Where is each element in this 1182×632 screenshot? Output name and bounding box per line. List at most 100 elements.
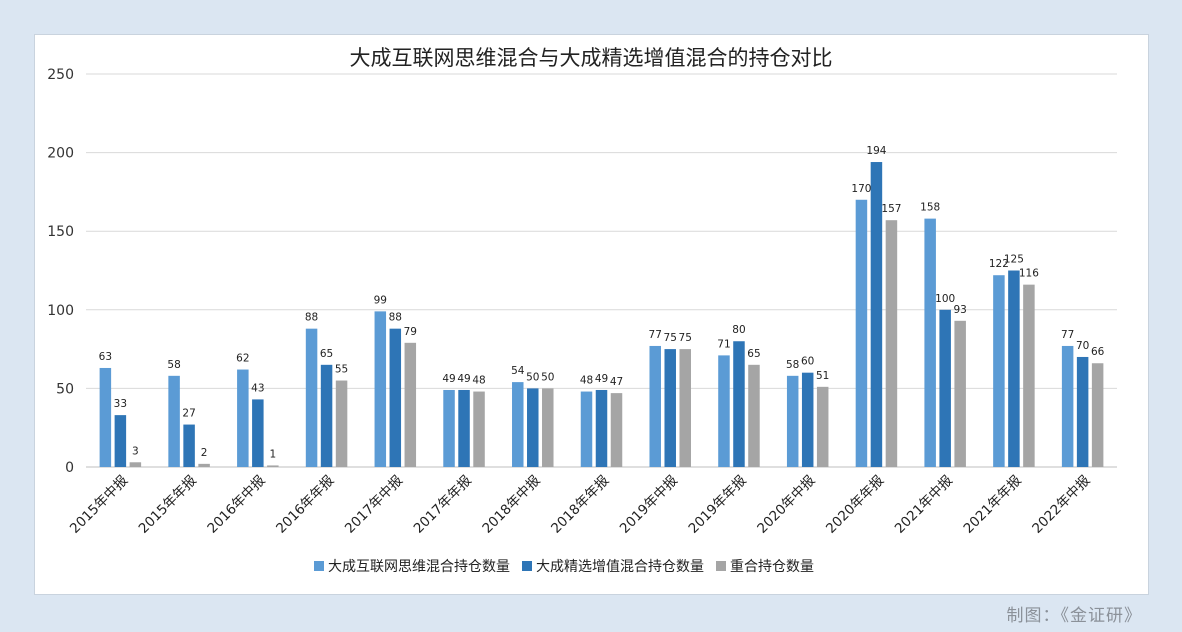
bar: [786, 375, 799, 467]
bar: [99, 367, 112, 467]
bar: [389, 328, 402, 467]
bar: [733, 341, 745, 467]
legend-swatch: [522, 561, 532, 571]
bar: [320, 364, 333, 467]
bar: [580, 391, 593, 467]
y-tick-label: 100: [47, 303, 74, 319]
x-tick-label: 2019年中报: [617, 473, 681, 537]
data-label: 194: [866, 145, 886, 157]
bar: [1091, 363, 1104, 467]
data-label: 1: [269, 448, 276, 460]
bar: [129, 462, 142, 467]
legend-label: 大成精选增值混合持仓数量: [536, 559, 704, 575]
bar: [718, 355, 730, 467]
source-note: 制图：《金证研》: [1006, 606, 1142, 626]
bars: [99, 162, 1104, 468]
data-label: 49: [442, 373, 455, 385]
data-label: 49: [457, 373, 470, 385]
bar: [183, 424, 195, 467]
bar-chart: 大成互联网思维混合与大成精选增值混合的持仓对比 050100150200250 …: [47, 46, 1117, 575]
data-label: 47: [610, 376, 623, 388]
data-label: 65: [747, 348, 760, 360]
bar: [335, 380, 348, 467]
data-label: 170: [851, 183, 871, 195]
y-tick-label: 0: [65, 460, 74, 476]
y-tick-label: 200: [47, 146, 74, 162]
data-label: 79: [404, 326, 417, 338]
bar: [816, 386, 829, 467]
bar: [305, 328, 318, 467]
bar: [168, 375, 180, 467]
bar: [993, 275, 1005, 467]
y-tick-label: 50: [56, 381, 74, 397]
x-tick-label: 2017年中报: [342, 473, 406, 537]
data-label: 33: [114, 398, 127, 410]
chart-panel: [34, 34, 1149, 595]
data-label: 125: [1004, 254, 1024, 266]
x-tick-label: 2018年年报: [548, 473, 612, 537]
data-label: 157: [881, 203, 901, 215]
bar: [679, 349, 691, 467]
x-tick-label: 2015年年报: [136, 473, 200, 537]
data-label: 100: [935, 293, 955, 305]
data-label: 27: [182, 408, 195, 420]
data-label: 55: [335, 364, 348, 376]
data-label: 88: [305, 312, 318, 324]
data-label: 43: [251, 382, 264, 394]
bar: [748, 364, 760, 467]
data-label: 63: [99, 351, 112, 363]
data-label: 158: [920, 202, 940, 214]
data-label: 122: [989, 258, 1009, 270]
data-label: 54: [511, 365, 525, 377]
data-label: 60: [801, 356, 814, 368]
x-tick-label: 2016年年报: [273, 473, 337, 537]
chart-title: 大成互联网思维混合与大成精选增值混合的持仓对比: [350, 46, 833, 70]
data-label: 50: [541, 371, 554, 383]
legend: 大成互联网思维混合持仓数量 大成精选增值混合持仓数量 重合持仓数量: [314, 559, 814, 575]
x-tick-label: 2021年中报: [892, 473, 956, 537]
data-label: 48: [472, 375, 485, 387]
data-label: 51: [816, 370, 829, 382]
bar: [1008, 270, 1020, 467]
bar: [267, 465, 279, 467]
data-label: 93: [953, 304, 966, 316]
data-label: 88: [389, 312, 402, 324]
bar: [855, 199, 868, 467]
bar: [924, 218, 936, 467]
bar: [473, 391, 485, 467]
data-label: 58: [167, 359, 180, 371]
legend-swatch: [716, 561, 726, 571]
data-label: 65: [320, 348, 333, 360]
bar: [512, 382, 524, 467]
legend-label: 大成互联网思维混合持仓数量: [328, 559, 510, 575]
x-tick-label: 2016年中报: [204, 473, 268, 537]
data-label: 2: [201, 447, 208, 459]
y-tick-label: 250: [47, 67, 74, 83]
x-tick-label: 2018年中报: [479, 473, 543, 537]
data-label: 58: [786, 359, 799, 371]
data-label: 77: [649, 329, 662, 341]
bar: [1023, 284, 1035, 467]
data-label: 75: [679, 332, 692, 344]
bar: [939, 309, 951, 467]
data-label: 75: [664, 332, 677, 344]
bar: [885, 220, 898, 467]
bar: [114, 415, 127, 467]
data-label: 71: [717, 338, 730, 350]
bar: [1076, 356, 1089, 467]
bar: [237, 369, 249, 467]
bar: [801, 372, 814, 467]
x-tick-label: 2020年中报: [754, 473, 818, 537]
data-label: 70: [1076, 340, 1089, 352]
data-label: 99: [374, 294, 387, 306]
bar: [374, 311, 387, 467]
data-label: 66: [1091, 346, 1105, 358]
bar: [664, 349, 676, 467]
data-label: 80: [732, 324, 745, 336]
data-label: 48: [580, 375, 593, 387]
bar: [610, 393, 623, 467]
legend-swatch: [314, 561, 324, 571]
bar: [252, 399, 264, 467]
x-tick-label: 2015年中报: [67, 473, 131, 537]
